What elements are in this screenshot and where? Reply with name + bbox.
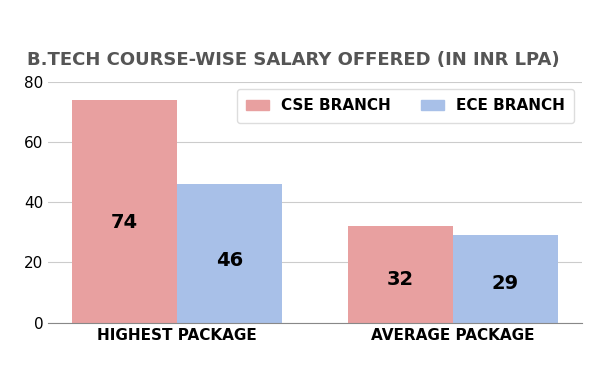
Bar (177, 184, 282, 323)
Text: 46: 46 (216, 251, 243, 270)
Bar (348, 226, 453, 323)
Text: 74: 74 (111, 213, 138, 232)
Text: 29: 29 (492, 274, 519, 293)
Text: B.TECH COURSE-WISE SALARY OFFERED (IN INR LPA): B.TECH COURSE-WISE SALARY OFFERED (IN IN… (26, 51, 559, 69)
Text: 32: 32 (387, 270, 414, 289)
Bar (453, 235, 558, 323)
Bar (72, 100, 177, 323)
Legend: CSE BRANCH, ECE BRANCH: CSE BRANCH, ECE BRANCH (236, 89, 574, 122)
